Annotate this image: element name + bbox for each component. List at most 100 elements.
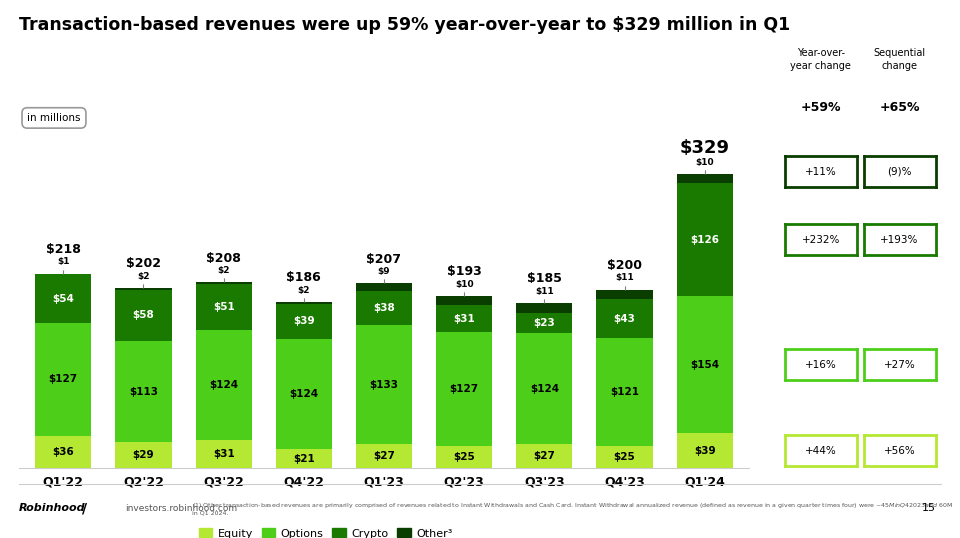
Bar bbox=[596, 300, 653, 338]
Bar bbox=[356, 444, 412, 468]
Text: $27: $27 bbox=[534, 451, 555, 461]
Text: $25: $25 bbox=[453, 452, 475, 462]
Bar bbox=[196, 284, 252, 330]
Bar bbox=[36, 323, 91, 436]
Text: $51: $51 bbox=[213, 302, 234, 312]
Bar bbox=[677, 183, 732, 296]
Bar bbox=[436, 305, 492, 332]
Text: +27%: +27% bbox=[883, 359, 916, 370]
Text: $27: $27 bbox=[373, 451, 395, 461]
Bar bbox=[677, 296, 732, 433]
Text: $329: $329 bbox=[680, 139, 730, 157]
Text: $207: $207 bbox=[367, 252, 401, 266]
Text: $29: $29 bbox=[132, 450, 155, 460]
Text: $202: $202 bbox=[126, 257, 161, 270]
Text: $121: $121 bbox=[610, 387, 639, 397]
Text: $31: $31 bbox=[453, 314, 475, 323]
Text: +44%: +44% bbox=[804, 445, 837, 456]
Text: Year-over-
year change: Year-over- year change bbox=[790, 48, 852, 71]
Text: $21: $21 bbox=[293, 454, 315, 464]
Bar bbox=[596, 446, 653, 468]
Bar bbox=[436, 446, 492, 468]
Text: $200: $200 bbox=[607, 259, 642, 272]
Bar bbox=[115, 442, 172, 468]
Bar bbox=[356, 292, 412, 325]
Text: $124: $124 bbox=[530, 384, 559, 394]
Text: $2: $2 bbox=[137, 272, 150, 281]
Text: 15: 15 bbox=[922, 504, 936, 513]
Text: $208: $208 bbox=[206, 252, 241, 265]
Bar bbox=[36, 436, 91, 468]
Text: $185: $185 bbox=[527, 272, 562, 285]
Bar bbox=[436, 296, 492, 305]
Bar bbox=[276, 302, 332, 304]
Text: $39: $39 bbox=[293, 316, 315, 326]
Text: $31: $31 bbox=[213, 449, 234, 459]
Legend: Equity, Options, Crypto, Other³: Equity, Options, Crypto, Other³ bbox=[194, 523, 457, 538]
Text: $154: $154 bbox=[690, 359, 719, 370]
Bar bbox=[115, 341, 172, 442]
Text: $193: $193 bbox=[446, 265, 482, 278]
Bar bbox=[115, 288, 172, 289]
Text: $11: $11 bbox=[535, 287, 554, 296]
Bar bbox=[516, 334, 572, 444]
Bar bbox=[196, 282, 252, 284]
Text: $58: $58 bbox=[132, 310, 155, 321]
Text: $113: $113 bbox=[129, 387, 158, 397]
Bar bbox=[516, 444, 572, 468]
Text: $25: $25 bbox=[613, 452, 636, 462]
Bar bbox=[115, 289, 172, 341]
Bar bbox=[356, 325, 412, 444]
Text: $218: $218 bbox=[46, 243, 81, 256]
Text: +11%: +11% bbox=[804, 167, 837, 177]
Text: $10: $10 bbox=[695, 158, 714, 167]
Bar bbox=[276, 449, 332, 468]
Bar bbox=[36, 273, 91, 274]
Text: $127: $127 bbox=[449, 384, 479, 394]
Text: +232%: +232% bbox=[802, 235, 840, 245]
Bar bbox=[677, 433, 732, 468]
Text: investors.robinhood.com: investors.robinhood.com bbox=[125, 504, 237, 513]
Text: $43: $43 bbox=[613, 314, 636, 323]
Bar bbox=[516, 313, 572, 334]
Text: $127: $127 bbox=[49, 374, 78, 384]
Text: $10: $10 bbox=[455, 280, 473, 289]
Text: $9: $9 bbox=[377, 267, 391, 276]
Text: Robinhood: Robinhood bbox=[19, 504, 85, 513]
Text: $133: $133 bbox=[370, 380, 398, 390]
Text: Transaction-based revenues were up 59% year-over-year to $329 million in Q1: Transaction-based revenues were up 59% y… bbox=[19, 16, 790, 34]
Bar bbox=[516, 303, 572, 313]
Bar bbox=[596, 289, 653, 300]
Text: (1) Other transaction-based revenues are primarily comprised of revenues related: (1) Other transaction-based revenues are… bbox=[192, 501, 953, 516]
Text: +65%: +65% bbox=[879, 101, 920, 114]
Text: $1: $1 bbox=[57, 257, 69, 266]
Text: $11: $11 bbox=[615, 273, 634, 282]
Bar bbox=[196, 330, 252, 441]
Text: /: / bbox=[82, 501, 86, 515]
Text: +56%: +56% bbox=[883, 445, 916, 456]
Text: $39: $39 bbox=[694, 445, 715, 456]
Text: $38: $38 bbox=[373, 303, 395, 313]
Text: $2: $2 bbox=[298, 286, 310, 295]
Text: +59%: +59% bbox=[801, 101, 841, 114]
Text: +193%: +193% bbox=[880, 235, 919, 245]
Bar bbox=[276, 339, 332, 449]
Text: (9)%: (9)% bbox=[887, 167, 912, 177]
Bar bbox=[356, 284, 412, 292]
Text: $124: $124 bbox=[209, 380, 238, 390]
Text: $186: $186 bbox=[286, 271, 322, 284]
Text: $36: $36 bbox=[53, 447, 74, 457]
Bar bbox=[436, 332, 492, 446]
Text: Sequential
change: Sequential change bbox=[874, 48, 925, 71]
Text: +16%: +16% bbox=[804, 359, 837, 370]
Bar bbox=[677, 174, 732, 183]
Text: $124: $124 bbox=[289, 389, 319, 399]
Bar bbox=[36, 274, 91, 323]
Text: $2: $2 bbox=[217, 266, 229, 275]
Bar bbox=[196, 441, 252, 468]
Bar bbox=[596, 338, 653, 446]
Text: $126: $126 bbox=[690, 235, 719, 245]
Bar bbox=[276, 304, 332, 339]
Text: $23: $23 bbox=[534, 318, 555, 328]
Text: in millions: in millions bbox=[27, 113, 81, 123]
